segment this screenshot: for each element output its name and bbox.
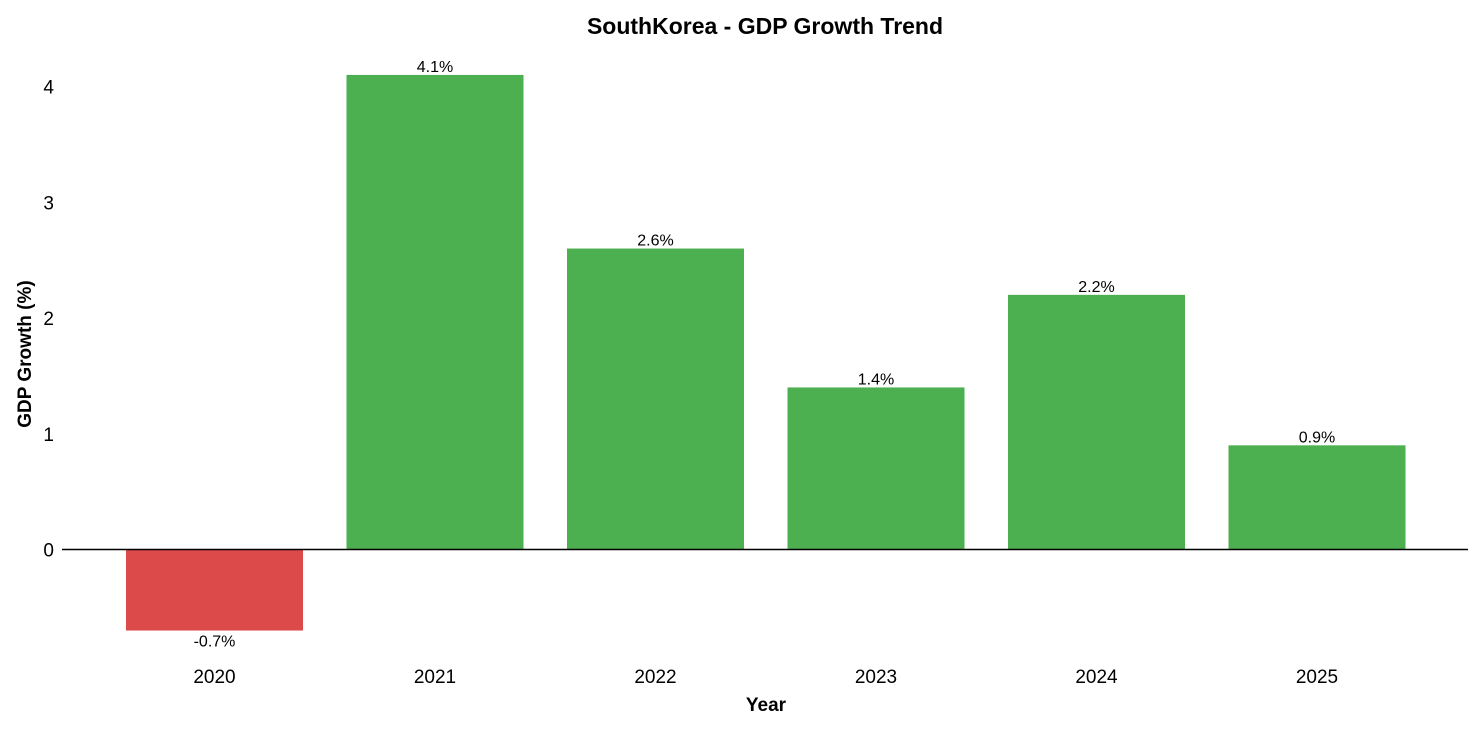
x-tick-label: 2020 bbox=[193, 667, 235, 688]
x-axis-label: Year bbox=[746, 695, 787, 716]
y-tick-label: 0 bbox=[43, 541, 54, 562]
x-tick-label: 2023 bbox=[855, 667, 897, 688]
data-label: -0.7% bbox=[194, 634, 236, 651]
data-label: 4.1% bbox=[417, 59, 453, 76]
bar-2021 bbox=[346, 74, 524, 550]
x-tick-label: 2025 bbox=[1296, 667, 1338, 688]
data-label: 2.6% bbox=[637, 233, 673, 250]
bar-2025 bbox=[1228, 445, 1406, 550]
data-label: 1.4% bbox=[858, 371, 894, 388]
data-label: 2.2% bbox=[1078, 279, 1114, 296]
y-tick-label: 1 bbox=[43, 425, 54, 446]
y-tick-label: 2 bbox=[43, 309, 54, 330]
y-tick-label: 4 bbox=[43, 78, 54, 99]
x-tick-label: 2022 bbox=[634, 667, 676, 688]
y-axis-label: GDP Growth (%) bbox=[15, 280, 36, 427]
bar-2024 bbox=[1008, 294, 1185, 550]
bar-2022 bbox=[567, 248, 744, 550]
bar-2023 bbox=[787, 387, 965, 550]
data-label: 0.9% bbox=[1299, 429, 1335, 446]
x-tick-label: 2024 bbox=[1075, 667, 1118, 688]
bar-2020 bbox=[126, 549, 303, 631]
y-tick-label: 3 bbox=[43, 193, 54, 214]
x-tick-label: 2021 bbox=[414, 667, 456, 688]
chart-title: SouthKorea - GDP Growth Trend bbox=[587, 13, 943, 39]
